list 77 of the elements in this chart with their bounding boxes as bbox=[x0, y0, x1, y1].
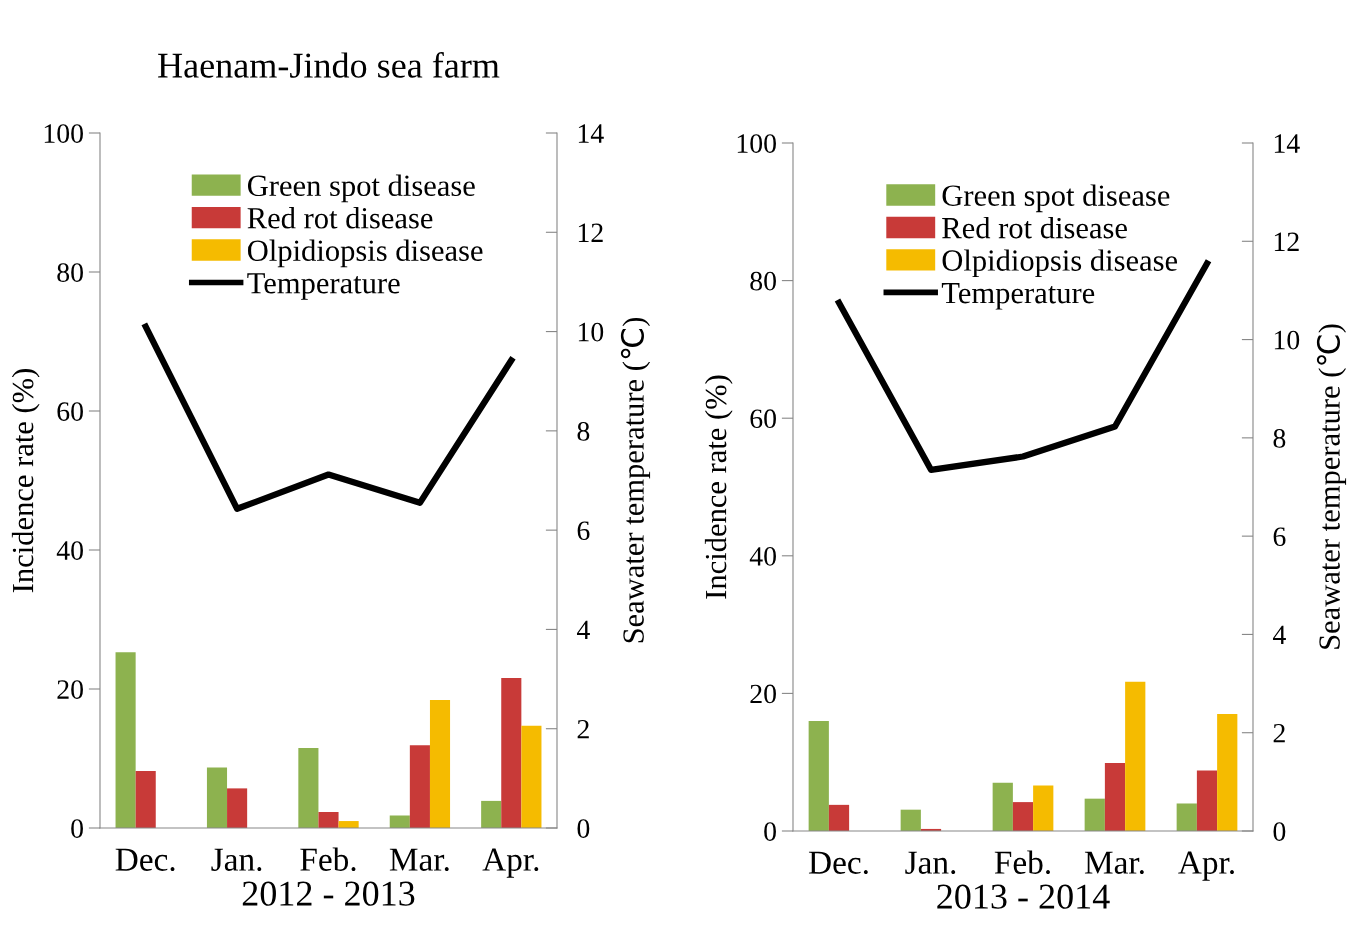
y2-tick-label: 10 bbox=[578, 322, 604, 342]
bar bbox=[828, 804, 850, 831]
x-tick-label: Mar. bbox=[1084, 851, 1144, 875]
x-tick-label: Apr. bbox=[1178, 851, 1234, 881]
bar bbox=[1196, 770, 1218, 831]
y2-tick-label: 6 bbox=[577, 521, 590, 541]
bar bbox=[298, 748, 319, 828]
y2-tick-label: 12 bbox=[578, 223, 603, 242]
y2-tick-label: 8 bbox=[1273, 429, 1286, 448]
y-tick-label: 0 bbox=[764, 822, 776, 841]
bar bbox=[481, 800, 502, 828]
x-tick-label: Feb. bbox=[994, 850, 1050, 875]
y-axis-title: Incidence rate (%) bbox=[704, 375, 733, 599]
bar bbox=[521, 725, 542, 828]
y2-tick-label: 4 bbox=[576, 620, 590, 640]
bar bbox=[900, 809, 921, 831]
y-tick-label: 20 bbox=[57, 680, 83, 699]
bar bbox=[1176, 803, 1197, 831]
y2-tick-label: 2 bbox=[577, 719, 589, 739]
bar bbox=[389, 815, 410, 828]
legend-label: Temperature bbox=[247, 273, 400, 300]
chart-title: Haenam-Jindo sea farm bbox=[158, 52, 500, 78]
bar bbox=[992, 782, 1013, 831]
bar bbox=[1217, 714, 1238, 831]
y-tick-label: 60 bbox=[750, 409, 776, 429]
bar bbox=[135, 771, 156, 828]
bar bbox=[1033, 785, 1054, 831]
y-tick-label: 40 bbox=[749, 546, 776, 566]
y2-tick-label: 14 bbox=[1274, 134, 1300, 153]
y2-tick-label: 6 bbox=[1273, 527, 1286, 547]
y2-tick-label: 0 bbox=[1273, 822, 1286, 841]
y-tick-label: 80 bbox=[750, 271, 776, 291]
x-tick-label: Dec. bbox=[808, 851, 868, 875]
y-tick-label: 40 bbox=[56, 541, 83, 560]
y2-axis-title: Seawater temperature (℃) bbox=[1316, 324, 1347, 649]
legend-label: Temperature bbox=[941, 283, 1095, 310]
x-axis-title: 2013 - 2014 bbox=[937, 884, 1110, 909]
y-tick-label: 100 bbox=[44, 124, 83, 143]
y2-tick-label: 0 bbox=[577, 819, 590, 838]
x-tick-label: Apr. bbox=[482, 848, 539, 878]
bar bbox=[1104, 762, 1126, 831]
y-tick-label: 0 bbox=[71, 819, 83, 838]
x-axis-title: 2012 - 2013 bbox=[242, 881, 415, 906]
x-tick-label: Jan. bbox=[211, 848, 262, 872]
bar bbox=[429, 700, 451, 828]
legend-label: Red rot disease bbox=[942, 216, 1127, 239]
x-tick-label: Dec. bbox=[115, 848, 175, 872]
bar bbox=[227, 788, 248, 828]
y-tick-label: 80 bbox=[57, 263, 83, 282]
legend-label: Olpidiopsis disease bbox=[248, 239, 483, 268]
bar bbox=[318, 812, 339, 828]
y-tick-label: 20 bbox=[750, 684, 776, 704]
bar bbox=[1084, 798, 1105, 831]
y2-tick-label: 10 bbox=[1274, 330, 1300, 350]
bar bbox=[1125, 681, 1146, 831]
bar bbox=[115, 652, 136, 828]
legend-label: Green spot disease bbox=[248, 174, 475, 203]
bar bbox=[1012, 802, 1034, 831]
y-axis-title: Incidence rate (%) bbox=[11, 369, 40, 593]
y2-tick-label: 2 bbox=[1273, 723, 1285, 743]
x-tick-label: Jan. bbox=[905, 851, 956, 875]
y2-tick-label: 4 bbox=[1272, 625, 1286, 645]
x-tick-label: Mar. bbox=[389, 848, 449, 872]
legend-label: Green spot disease bbox=[942, 184, 1170, 213]
y-tick-label: 100 bbox=[737, 134, 776, 153]
x-tick-label: Feb. bbox=[300, 847, 356, 872]
bar bbox=[501, 677, 522, 828]
y2-tick-label: 8 bbox=[577, 422, 590, 441]
y-tick-label: 60 bbox=[57, 402, 83, 421]
bar bbox=[808, 720, 829, 831]
y2-tick-label: 12 bbox=[1274, 232, 1299, 251]
y2-tick-label: 14 bbox=[578, 124, 604, 143]
bar bbox=[206, 767, 228, 828]
legend-label: Olpidiopsis disease bbox=[942, 249, 1178, 278]
bar bbox=[409, 745, 430, 828]
legend-label: Red rot disease bbox=[247, 207, 433, 229]
y2-axis-title: Seawater temperature (℃) bbox=[620, 317, 651, 643]
